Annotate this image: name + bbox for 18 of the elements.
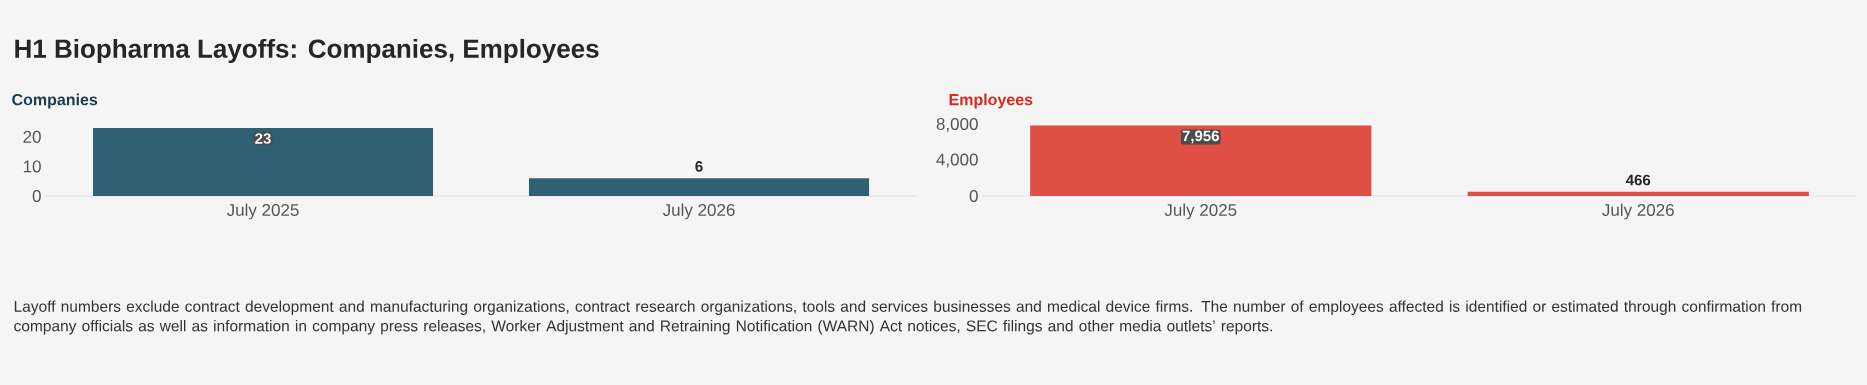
y-tick-label: 4,000 (936, 153, 978, 168)
y-tick-label: 0 (969, 189, 978, 203)
data-label: 6 (695, 161, 703, 172)
text: Layoff numbers exclude contract development and manufacturing organizations, contract research organizations, tools and services businesses and medical device firms. The number of employees affected is identified or estimated through confirmation from company officials as well as information in company press releases, Worker Adjustment and Retraining Notification (WARN) Act notices, SEC filings and other media outlets’ reports. (14, 300, 1802, 335)
y-tick-label: 20 (23, 130, 41, 143)
y-tick-label: 10 (23, 160, 41, 173)
x-tick-label: July 2025 (1164, 203, 1237, 220)
x-tick-label: July 2026 (662, 203, 735, 220)
x-tick-label: July 2025 (226, 203, 299, 220)
data-label: 23 (255, 133, 271, 144)
chart-subtitle: Employees (949, 93, 1033, 109)
data-label: 7,956 (1182, 130, 1219, 144)
y-tick-label: 8,000 (936, 117, 978, 133)
chart-subtitle: Companies (12, 93, 98, 109)
x-tick-label: July 2026 (1602, 203, 1674, 220)
y-tick-label: 0 (32, 189, 41, 203)
chart-title: H1 Biopharma Layoffs: Companies, Employees (15, 38, 599, 64)
data-label: 466 (1625, 174, 1651, 186)
